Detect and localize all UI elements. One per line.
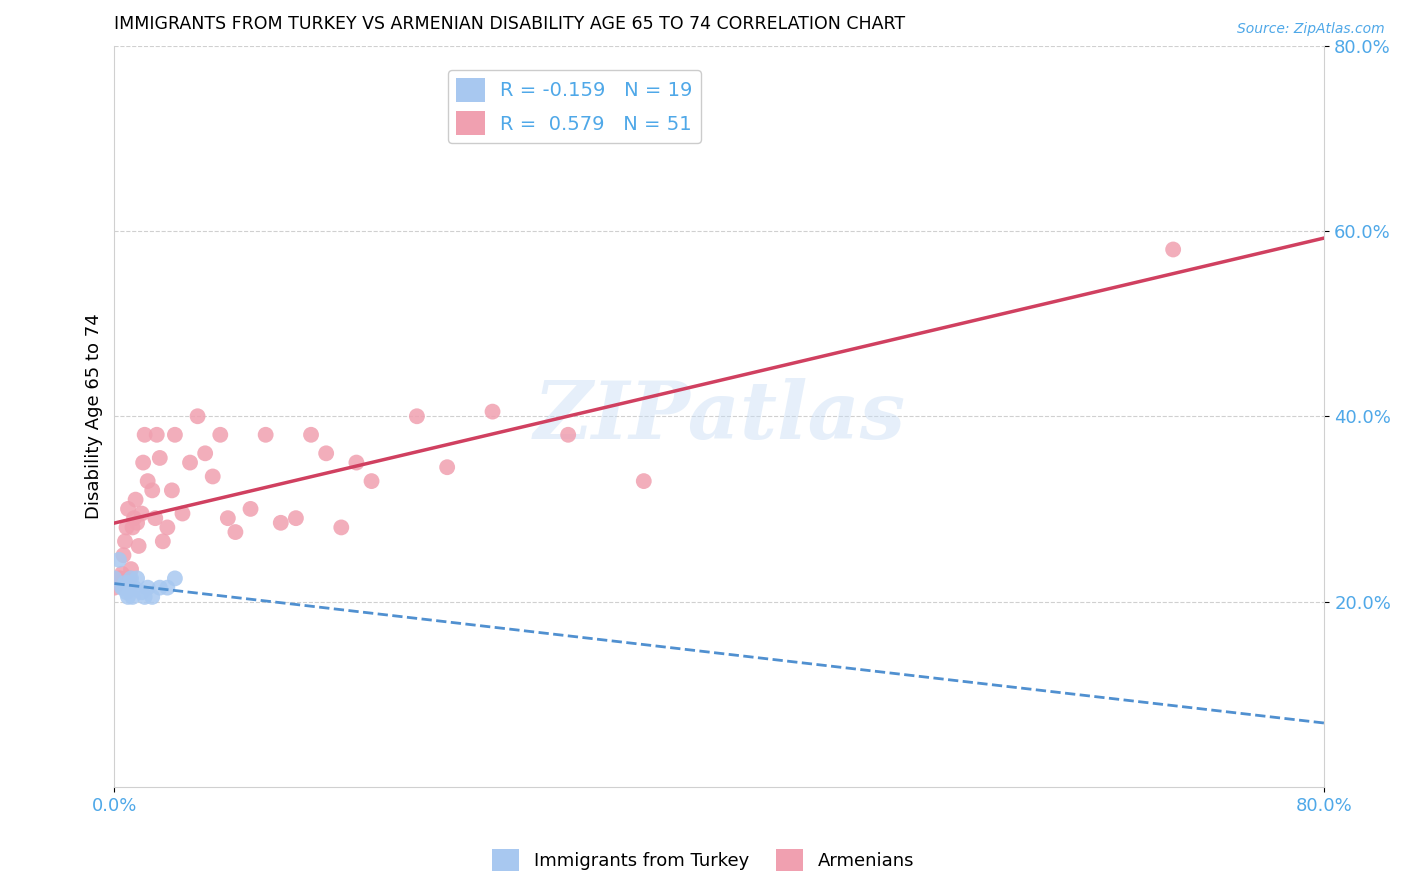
Point: [120, 571, 142, 585]
Point: [156, 520, 179, 534]
Point: [557, 427, 579, 442]
Point: [481, 404, 503, 418]
Legend: R = -0.159   N = 19, R =  0.579   N = 51: R = -0.159 N = 19, R = 0.579 N = 51: [449, 70, 700, 143]
Point: [217, 511, 239, 525]
Point: [134, 590, 156, 604]
Point: [112, 548, 135, 562]
Point: [103, 581, 125, 595]
Point: [209, 427, 232, 442]
Point: [633, 474, 655, 488]
Point: [115, 520, 138, 534]
Point: [201, 469, 224, 483]
Point: [114, 576, 136, 591]
Point: [224, 524, 246, 539]
Point: [128, 539, 150, 553]
Point: [299, 427, 322, 442]
Point: [187, 409, 209, 424]
Point: [179, 456, 201, 470]
Point: [156, 581, 179, 595]
Point: [120, 562, 142, 576]
Point: [436, 460, 458, 475]
Point: [136, 581, 159, 595]
Point: [121, 590, 143, 604]
Point: [136, 474, 159, 488]
Point: [270, 516, 292, 530]
Point: [141, 590, 163, 604]
Point: [107, 576, 129, 591]
Point: [1161, 243, 1184, 257]
Point: [163, 571, 186, 585]
Point: [160, 483, 183, 498]
Point: [121, 520, 143, 534]
Point: [152, 534, 174, 549]
Point: [115, 585, 138, 599]
Point: [141, 483, 163, 498]
Point: [127, 516, 149, 530]
Point: [172, 507, 194, 521]
Point: [131, 585, 153, 599]
Point: [149, 450, 172, 465]
Point: [114, 534, 136, 549]
Point: [122, 581, 145, 595]
Point: [239, 502, 262, 516]
Point: [406, 409, 429, 424]
Point: [194, 446, 217, 460]
Text: Source: ZipAtlas.com: Source: ZipAtlas.com: [1237, 22, 1385, 37]
Point: [111, 566, 134, 581]
Point: [315, 446, 337, 460]
Point: [163, 427, 186, 442]
Point: [127, 571, 149, 585]
Point: [134, 427, 156, 442]
Point: [145, 427, 167, 442]
Point: [117, 502, 139, 516]
Point: [254, 427, 277, 442]
Legend: Immigrants from Turkey, Armenians: Immigrants from Turkey, Armenians: [485, 842, 921, 879]
Point: [117, 590, 139, 604]
Point: [108, 553, 131, 567]
Text: IMMIGRANTS FROM TURKEY VS ARMENIAN DISABILITY AGE 65 TO 74 CORRELATION CHART: IMMIGRANTS FROM TURKEY VS ARMENIAN DISAB…: [114, 15, 905, 33]
Y-axis label: Disability Age 65 to 74: Disability Age 65 to 74: [86, 313, 103, 519]
Point: [118, 576, 141, 591]
Point: [111, 581, 134, 595]
Point: [122, 511, 145, 525]
Point: [143, 511, 166, 525]
Point: [131, 507, 153, 521]
Point: [360, 474, 382, 488]
Point: [344, 456, 367, 470]
Point: [108, 571, 131, 585]
Point: [330, 520, 353, 534]
Point: [124, 492, 146, 507]
Point: [132, 456, 155, 470]
Point: [149, 581, 172, 595]
Point: [103, 571, 125, 585]
Point: [110, 571, 132, 585]
Point: [112, 581, 135, 595]
Point: [118, 571, 141, 585]
Text: ZIPatlas: ZIPatlas: [533, 377, 905, 455]
Point: [284, 511, 307, 525]
